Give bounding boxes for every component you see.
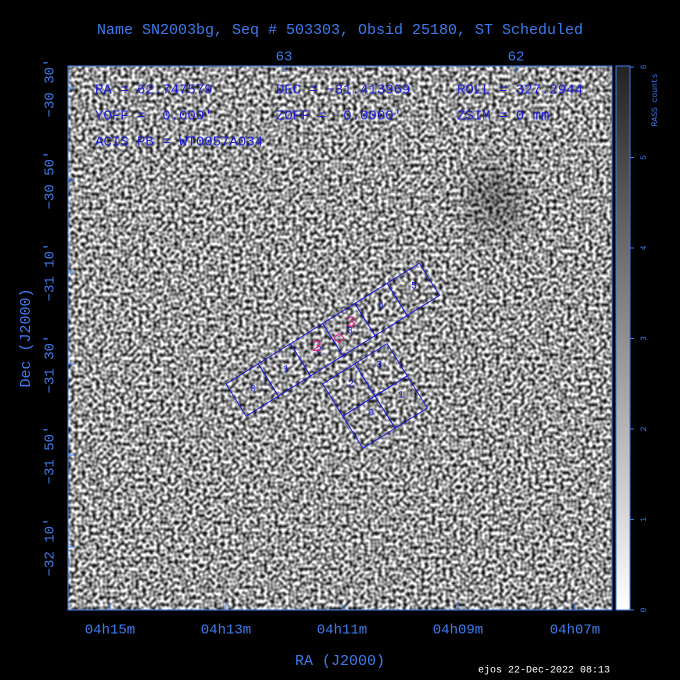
chip-label: 0 bbox=[368, 409, 374, 420]
info-text: ROLL = 327.2944 bbox=[457, 83, 583, 99]
colorbar-tick-label: 3 bbox=[640, 336, 649, 341]
plot-frame bbox=[67, 65, 613, 611]
info-text: RA = 62.747579 bbox=[95, 83, 213, 99]
chip-label: 2 bbox=[348, 380, 354, 391]
info-text: ZOFF = 0.0000' bbox=[276, 109, 402, 125]
chip-label: 1 bbox=[398, 391, 404, 402]
colorbar-tick-label: 2 bbox=[640, 426, 649, 431]
bottom-tick-label: 04h15m bbox=[85, 623, 135, 639]
bottom-tick-label: 04h13m bbox=[201, 623, 251, 639]
x-axis-label: RA (J2000) bbox=[295, 653, 385, 670]
bottom-tick-label: 04h11m bbox=[317, 623, 367, 639]
y-axis-label: Dec (J2000) bbox=[18, 288, 35, 387]
left-tick-label: −31 30' bbox=[43, 335, 59, 394]
colorbar-tick-label: 6 bbox=[640, 64, 649, 69]
strip-array bbox=[225, 262, 441, 417]
square-array bbox=[321, 342, 429, 450]
colorbar-tick-label: 0 bbox=[640, 607, 649, 612]
top-tick-label: 63 bbox=[276, 50, 293, 66]
chip-label: 3 bbox=[347, 327, 353, 338]
left-tick-label: −31 50' bbox=[43, 426, 59, 485]
left-tick-label: −30 30' bbox=[43, 59, 59, 118]
colorbar bbox=[615, 65, 631, 611]
info-text: ZSIM = 0 mm bbox=[457, 109, 549, 125]
colorbar-label: RASS counts bbox=[651, 73, 660, 126]
title: Name SN2003bg, Seq # 503303, Obsid 25180… bbox=[97, 22, 583, 39]
chip-label: 0 bbox=[250, 385, 256, 396]
colorbar-tick-label: 5 bbox=[640, 155, 649, 160]
footer: ejos 22-Dec-2022 08:13 bbox=[478, 665, 610, 677]
colorbar-tick-label: 1 bbox=[640, 517, 649, 522]
left-tick-label: −32 10' bbox=[43, 518, 59, 577]
left-tick-label: −30 50' bbox=[43, 151, 59, 210]
info-text: DEC = −31.413969 bbox=[276, 83, 410, 99]
aimpoint-label: 2 bbox=[312, 338, 322, 356]
chip-label: 2 bbox=[316, 346, 322, 357]
aimpoint-label: 3 bbox=[346, 314, 356, 332]
chip-label: 5 bbox=[411, 282, 417, 293]
info-text: ACIS PB = WT0057A034 bbox=[95, 135, 263, 151]
left-tick-label: −31 10' bbox=[43, 243, 59, 302]
chip-label: 4 bbox=[378, 302, 384, 313]
chip-label: 1 bbox=[283, 365, 289, 376]
aimpoint-marker bbox=[333, 332, 345, 344]
bottom-tick-label: 04h07m bbox=[550, 623, 600, 639]
top-tick-label: 62 bbox=[508, 50, 525, 66]
info-text: YOFF = 0.000' bbox=[95, 109, 213, 125]
chip-label: 3 bbox=[376, 361, 382, 372]
bottom-tick-label: 04h09m bbox=[433, 623, 483, 639]
colorbar-tick-label: 4 bbox=[640, 245, 649, 250]
source-blob bbox=[450, 145, 540, 255]
